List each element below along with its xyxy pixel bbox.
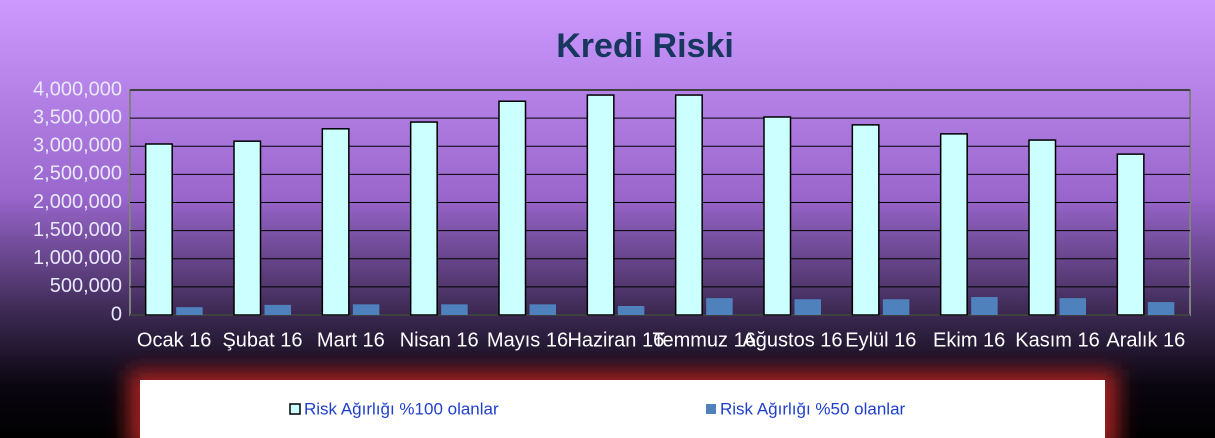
y-tick-label: 3,000,000 <box>33 135 122 157</box>
x-tick-label: Nisan 16 <box>400 329 479 351</box>
y-tick-label: 3,500,000 <box>33 106 122 128</box>
y-tick-label: 4,000,000 <box>33 78 122 100</box>
bar <box>529 304 556 315</box>
x-tick-label: Mart 16 <box>317 329 385 351</box>
x-tick-label: Ağustos 16 <box>742 329 842 351</box>
y-tick-label: 500,000 <box>50 275 122 297</box>
bar <box>352 304 380 315</box>
legend-label: Risk Ağırlığı %100 olanlar <box>304 399 499 418</box>
legend-marker <box>289 403 301 415</box>
bar <box>441 304 468 315</box>
x-tick-label: Kasım 16 <box>1015 329 1099 351</box>
legend-label: Risk Ağırlığı %50 olanlar <box>720 399 906 418</box>
legend-box <box>140 380 1105 438</box>
bar <box>1059 298 1086 315</box>
x-tick-label: Temmuz 16 <box>652 329 755 351</box>
bar <box>233 140 262 316</box>
x-tick-label: Mayıs 16 <box>487 329 568 351</box>
legend-marker <box>706 404 716 414</box>
y-tick-label: 2,500,000 <box>33 163 122 185</box>
bar <box>971 297 998 315</box>
bar <box>321 128 350 316</box>
x-tick-label: Ocak 16 <box>137 329 211 351</box>
bar <box>144 143 173 316</box>
x-tick-label: Haziran 16 <box>567 329 664 351</box>
bar <box>939 133 968 316</box>
x-tick-label: Eylül 16 <box>845 329 916 351</box>
bar <box>706 298 733 315</box>
bar <box>794 299 821 315</box>
bar <box>763 116 792 316</box>
bar <box>1147 302 1175 315</box>
y-tick-label: 0 <box>111 303 122 325</box>
bar <box>674 94 703 316</box>
bar <box>176 307 203 315</box>
bar <box>1028 139 1057 316</box>
bar <box>851 124 880 316</box>
chart-title: Kredi Riski <box>556 27 734 65</box>
bar <box>409 121 438 316</box>
y-tick-label: 1,500,000 <box>33 219 122 241</box>
bar <box>586 94 615 316</box>
bar <box>617 306 645 315</box>
x-tick-label: Ekim 16 <box>933 329 1005 351</box>
bar <box>498 100 527 316</box>
bar <box>1116 153 1145 316</box>
y-tick-label: 2,000,000 <box>33 191 122 213</box>
y-tick-label: 1,000,000 <box>33 247 122 269</box>
x-tick-label: Aralık 16 <box>1106 329 1185 351</box>
bar <box>882 299 910 315</box>
bar <box>264 304 291 315</box>
x-tick-label: Şubat 16 <box>222 329 302 351</box>
